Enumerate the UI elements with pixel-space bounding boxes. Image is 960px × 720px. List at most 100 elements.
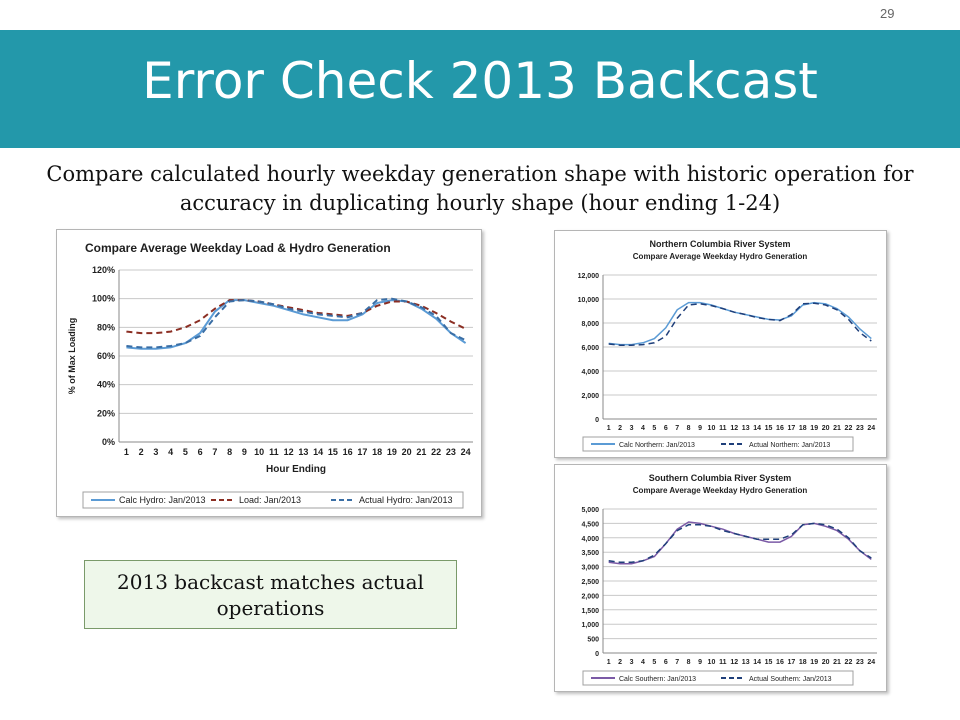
x-tick-label: 13 bbox=[742, 659, 750, 666]
load-hydro-chart-svg: Compare Average Weekday Load & Hydro Gen… bbox=[67, 241, 473, 509]
x-tick-label: 4 bbox=[641, 425, 645, 432]
northern-chart: Northern Columbia River System Compare Av… bbox=[554, 230, 887, 458]
x-tick-label: 3 bbox=[630, 425, 634, 432]
x-tick-label: 17 bbox=[787, 659, 795, 666]
southern-chart-svg: Southern Columbia River System Compare Av… bbox=[581, 473, 877, 686]
x-tick-label: 22 bbox=[431, 447, 441, 457]
y-tick-label: 120% bbox=[92, 265, 115, 275]
x-tick-label: 6 bbox=[198, 447, 203, 457]
y-tick-label: 60% bbox=[97, 351, 115, 361]
x-tick-label: 5 bbox=[183, 447, 188, 457]
southern-chart: Southern Columbia River System Compare Av… bbox=[554, 464, 887, 692]
legend-label: Actual Northern: Jan/2013 bbox=[749, 442, 830, 449]
x-axis-label: Hour Ending bbox=[266, 464, 326, 475]
legend-label: Actual Hydro: Jan/2013 bbox=[359, 495, 453, 505]
legend-label: Load: Jan/2013 bbox=[239, 495, 301, 505]
x-tick-label: 11 bbox=[719, 659, 727, 666]
x-tick-label: 20 bbox=[402, 447, 412, 457]
x-tick-label: 11 bbox=[719, 425, 727, 432]
callout-text: 2013 backcast matches actual operations bbox=[117, 569, 424, 620]
x-tick-label: 23 bbox=[856, 659, 864, 666]
x-tick-label: 7 bbox=[212, 447, 217, 457]
x-tick-label: 21 bbox=[416, 447, 426, 457]
x-tick-label: 2 bbox=[139, 447, 144, 457]
y-tick-label: 80% bbox=[97, 322, 115, 332]
x-tick-label: 8 bbox=[687, 425, 691, 432]
y-tick-label: 3,500 bbox=[581, 550, 599, 557]
y-tick-label: 4,500 bbox=[581, 521, 599, 528]
x-tick-label: 17 bbox=[787, 425, 795, 432]
x-tick-label: 6 bbox=[664, 425, 668, 432]
y-tick-label: 3,000 bbox=[581, 565, 599, 572]
x-tick-label: 19 bbox=[387, 447, 397, 457]
y-tick-label: 10,000 bbox=[578, 297, 600, 304]
x-tick-label: 21 bbox=[833, 425, 841, 432]
legend-box bbox=[582, 670, 854, 686]
chart-title: Compare Average Weekday Load & Hydro Gen… bbox=[85, 241, 391, 255]
x-tick-label: 13 bbox=[298, 447, 308, 457]
x-tick-label: 23 bbox=[856, 425, 864, 432]
x-tick-label: 1 bbox=[124, 447, 129, 457]
x-tick-label: 5 bbox=[652, 425, 656, 432]
y-tick-label: 100% bbox=[92, 294, 115, 304]
legend-label: Calc Northern: Jan/2013 bbox=[619, 442, 695, 449]
x-tick-label: 4 bbox=[168, 447, 173, 457]
legend-label: Actual Southern: Jan/2013 bbox=[749, 676, 832, 683]
y-tick-label: 6,000 bbox=[581, 345, 599, 352]
northern-chart-svg: Northern Columbia River System Compare Av… bbox=[578, 239, 877, 452]
x-tick-label: 11 bbox=[269, 447, 279, 457]
y-tick-label: 0 bbox=[595, 417, 599, 424]
x-tick-label: 9 bbox=[242, 447, 247, 457]
x-tick-label: 2 bbox=[618, 659, 622, 666]
page-number: 29 bbox=[880, 6, 895, 21]
y-tick-label: 2,000 bbox=[581, 593, 599, 600]
chart-subtitle: Compare Average Weekday Hydro Generation bbox=[633, 252, 808, 261]
y-tick-label: 4,000 bbox=[581, 536, 599, 543]
series-line-2 bbox=[126, 299, 467, 335]
series-line-2 bbox=[608, 302, 872, 346]
page-subtitle: Compare calculated hourly weekday genera… bbox=[46, 162, 914, 215]
x-tick-label: 18 bbox=[799, 659, 807, 666]
x-tick-label: 15 bbox=[328, 447, 338, 457]
series-line-1 bbox=[608, 301, 872, 346]
x-tick-label: 14 bbox=[753, 659, 761, 666]
x-tick-label: 1 bbox=[607, 659, 611, 666]
x-tick-label: 24 bbox=[867, 425, 875, 432]
x-tick-label: 17 bbox=[357, 447, 367, 457]
x-tick-label: 16 bbox=[776, 659, 784, 666]
y-tick-label: 5,000 bbox=[581, 507, 599, 514]
x-tick-label: 22 bbox=[845, 659, 853, 666]
y-tick-label: 500 bbox=[587, 637, 599, 644]
x-tick-label: 18 bbox=[372, 447, 382, 457]
x-tick-label: 20 bbox=[822, 425, 830, 432]
x-tick-label: 14 bbox=[753, 425, 761, 432]
x-tick-label: 3 bbox=[630, 659, 634, 666]
x-tick-label: 8 bbox=[687, 659, 691, 666]
legend-box bbox=[82, 491, 464, 509]
chart-subtitle: Compare Average Weekday Hydro Generation bbox=[633, 486, 808, 495]
x-tick-label: 16 bbox=[343, 447, 353, 457]
y-tick-label: 4,000 bbox=[581, 369, 599, 376]
x-tick-label: 5 bbox=[652, 659, 656, 666]
x-tick-label: 10 bbox=[708, 425, 716, 432]
chart-title: Southern Columbia River System bbox=[649, 473, 792, 483]
series-line-1 bbox=[126, 299, 467, 350]
x-tick-label: 9 bbox=[698, 425, 702, 432]
x-tick-label: 15 bbox=[765, 659, 773, 666]
x-tick-label: 10 bbox=[254, 447, 264, 457]
x-tick-label: 18 bbox=[799, 425, 807, 432]
x-tick-label: 16 bbox=[776, 425, 784, 432]
x-tick-label: 3 bbox=[153, 447, 158, 457]
y-tick-label: 1,500 bbox=[581, 608, 599, 615]
x-tick-label: 1 bbox=[607, 425, 611, 432]
y-tick-label: 40% bbox=[97, 380, 115, 390]
chart-title: Northern Columbia River System bbox=[649, 239, 790, 249]
x-tick-label: 7 bbox=[675, 425, 679, 432]
x-tick-label: 14 bbox=[313, 447, 323, 457]
x-tick-label: 13 bbox=[742, 425, 750, 432]
x-tick-label: 7 bbox=[675, 659, 679, 666]
x-tick-label: 21 bbox=[833, 659, 841, 666]
x-tick-label: 8 bbox=[227, 447, 232, 457]
y-tick-label: 1,000 bbox=[581, 622, 599, 629]
x-tick-label: 24 bbox=[867, 659, 875, 666]
